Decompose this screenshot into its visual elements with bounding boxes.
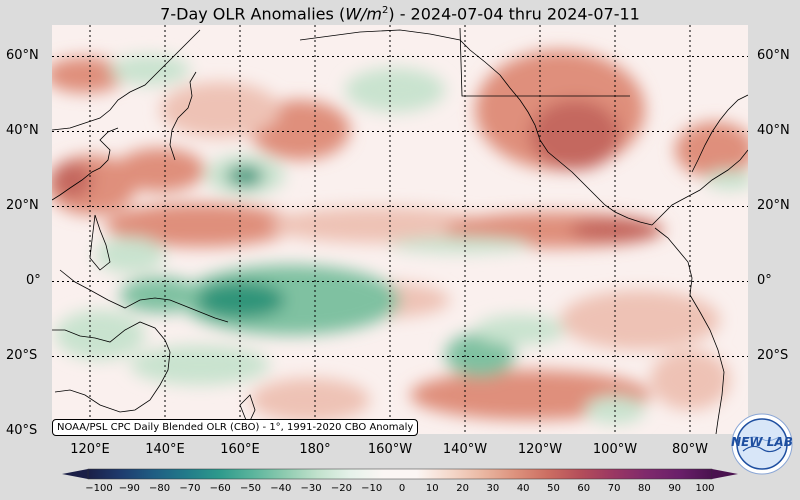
colorbar-tick-label: −70: [179, 483, 201, 494]
lon-label: 140°E: [145, 442, 185, 457]
colorbar-tick-label: 20: [456, 483, 469, 494]
colorbar-tick-label: −40: [270, 483, 292, 494]
colorbar-tick-label: 100: [695, 483, 715, 494]
anomaly-negative: [55, 310, 145, 360]
colorbar-tick-label: −100: [85, 483, 113, 494]
colorbar-tick-label: −60: [209, 483, 231, 494]
olr-anomaly-field: [52, 25, 748, 434]
colorbar-tick-label: 90: [668, 483, 682, 494]
noaa-logo[interactable]: NEW LAB: [731, 413, 793, 475]
lon-label: 140°W: [442, 442, 488, 457]
colorbar-tick-label: 40: [516, 483, 530, 494]
colorbar-max-arrow: [712, 469, 738, 479]
lat-label-left: 40°N: [6, 123, 39, 138]
coast-north-america-west: [299, 29, 653, 226]
lon-label: 120°W: [517, 442, 563, 457]
colorbar-tick-label: 60: [577, 483, 591, 494]
coast-asia: [52, 29, 201, 131]
lat-label-right: 40°N: [757, 123, 790, 138]
coast-philippines: [89, 214, 111, 271]
anomaly-negative: [705, 170, 748, 190]
anomaly-negative: [95, 237, 165, 273]
colorbar-min-arrow: [62, 469, 88, 479]
globe-icon: [731, 413, 793, 475]
anomaly-positive: [530, 100, 620, 170]
colorbar-tick-label: −50: [239, 483, 262, 494]
anomaly-positive: [270, 207, 490, 243]
coastlines: [52, 27, 748, 434]
lon-label: 80°W: [672, 442, 708, 457]
anomaly-positive: [160, 82, 280, 138]
lat-label-right: 0°: [757, 273, 772, 288]
colorbar-tick-label: −30: [300, 483, 322, 494]
colorbar-tick-label: −90: [118, 483, 140, 494]
coast-australia: [52, 321, 171, 413]
coast-china: [52, 127, 119, 201]
lat-label-left: 0°: [26, 273, 41, 288]
anomaly-blobs: [52, 50, 748, 424]
colorbar-tick-label: −10: [361, 483, 383, 494]
lon-label: 100°W: [592, 442, 638, 457]
anomaly-positive: [560, 290, 720, 350]
page-title: 7-Day OLR Anomalies (W/m2) - 2024-07-04 …: [160, 4, 640, 24]
anomaly-positive: [250, 378, 370, 422]
coast-caribbean: [651, 149, 748, 226]
coast-south-america-west: [654, 227, 725, 434]
colorbar-tick-label: 30: [486, 483, 500, 494]
lat-label-left: 20°S: [6, 348, 38, 363]
coast-north-america-east: [691, 94, 748, 173]
colorbar-tick-label: −20: [330, 483, 352, 494]
coast-japan: [169, 71, 197, 161]
colorbar: [62, 468, 738, 480]
anomaly-negative: [390, 237, 530, 253]
colorbar-tick-label: 10: [425, 483, 439, 494]
anomaly-negative: [475, 315, 565, 345]
lat-label-left: 60°N: [6, 48, 39, 63]
colorbar-scale: [87, 468, 713, 480]
lat-label-left: 40°S: [6, 423, 38, 438]
anomaly-negative: [130, 345, 270, 385]
anomaly-negative: [345, 68, 445, 112]
data-source-credit: NOAA/PSL CPC Daily Blended OLR (CBO) - 1…: [52, 419, 419, 436]
colorbar-tick-label: −80: [149, 483, 171, 494]
anomaly-positive: [675, 122, 748, 178]
lon-label: 180°: [299, 442, 331, 457]
coast-indonesia: [59, 269, 229, 323]
anomaly-positive: [52, 57, 125, 93]
colorbar-tick-label: 0: [398, 483, 406, 494]
anomaly-negative: [227, 166, 263, 186]
anomaly-positive: [115, 148, 205, 192]
coast-new-zealand: [239, 394, 256, 427]
colorbar-tick-label: 50: [547, 483, 560, 494]
anomaly-positive: [52, 162, 92, 198]
lon-label: 160°W: [367, 442, 413, 457]
border-canada: [459, 27, 630, 97]
anomaly-negative: [110, 55, 190, 85]
lat-label-right: 20°N: [757, 198, 790, 213]
lat-label-right: 20°S: [757, 348, 789, 363]
lon-label: 120°E: [70, 442, 110, 457]
lat-label-right: 60°N: [757, 48, 790, 63]
anomaly-negative: [445, 333, 515, 377]
lon-label: 160°E: [220, 442, 260, 457]
colorbar-tick-label: 70: [607, 483, 621, 494]
lat-label-left: 20°N: [6, 198, 39, 213]
graticule: [52, 25, 748, 434]
anomaly-positive: [105, 203, 295, 247]
logo-text: NEW LAB: [731, 435, 793, 449]
colorbar-tick-label: 80: [638, 483, 651, 494]
